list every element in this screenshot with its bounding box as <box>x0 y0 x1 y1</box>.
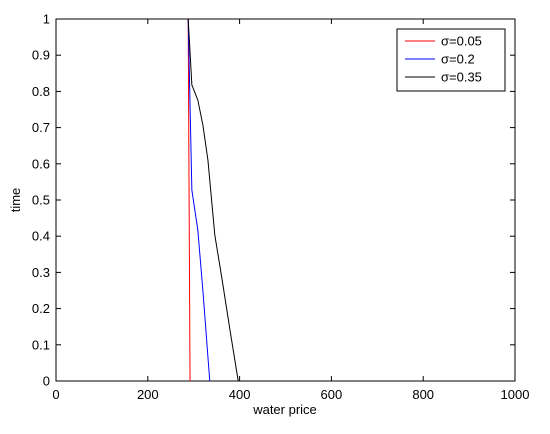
x-tick-label: 0 <box>52 387 59 402</box>
legend-label: σ=0.05 <box>441 34 482 49</box>
y-tick-label: 0.6 <box>32 156 50 171</box>
x-tick-label: 800 <box>412 387 434 402</box>
x-axis-label: water price <box>252 402 317 417</box>
legend-label: σ=0.2 <box>441 52 475 67</box>
legend-box <box>396 28 506 92</box>
y-tick-label: 0.2 <box>32 301 50 316</box>
y-tick-label: 0.1 <box>32 337 50 352</box>
x-tick-label: 600 <box>321 387 343 402</box>
y-tick-label: 1 <box>43 12 50 27</box>
series-line <box>187 18 211 382</box>
y-tick-label: 0 <box>43 374 50 389</box>
series-line <box>187 18 239 382</box>
x-tick-label: 200 <box>137 387 159 402</box>
legend-label: σ=0.35 <box>441 70 482 85</box>
y-tick-label: 0.3 <box>32 265 50 280</box>
y-tick-label: 0.4 <box>32 229 50 244</box>
x-tick-label: 400 <box>229 387 251 402</box>
y-tick-label: 0.9 <box>32 48 50 63</box>
x-tick-label: 1000 <box>501 387 530 402</box>
y-axis-label: time <box>8 188 23 213</box>
series-line <box>187 18 191 382</box>
y-tick-label: 0.5 <box>32 193 50 208</box>
y-tick-label: 0.8 <box>32 84 50 99</box>
y-tick-label: 0.7 <box>32 120 50 135</box>
